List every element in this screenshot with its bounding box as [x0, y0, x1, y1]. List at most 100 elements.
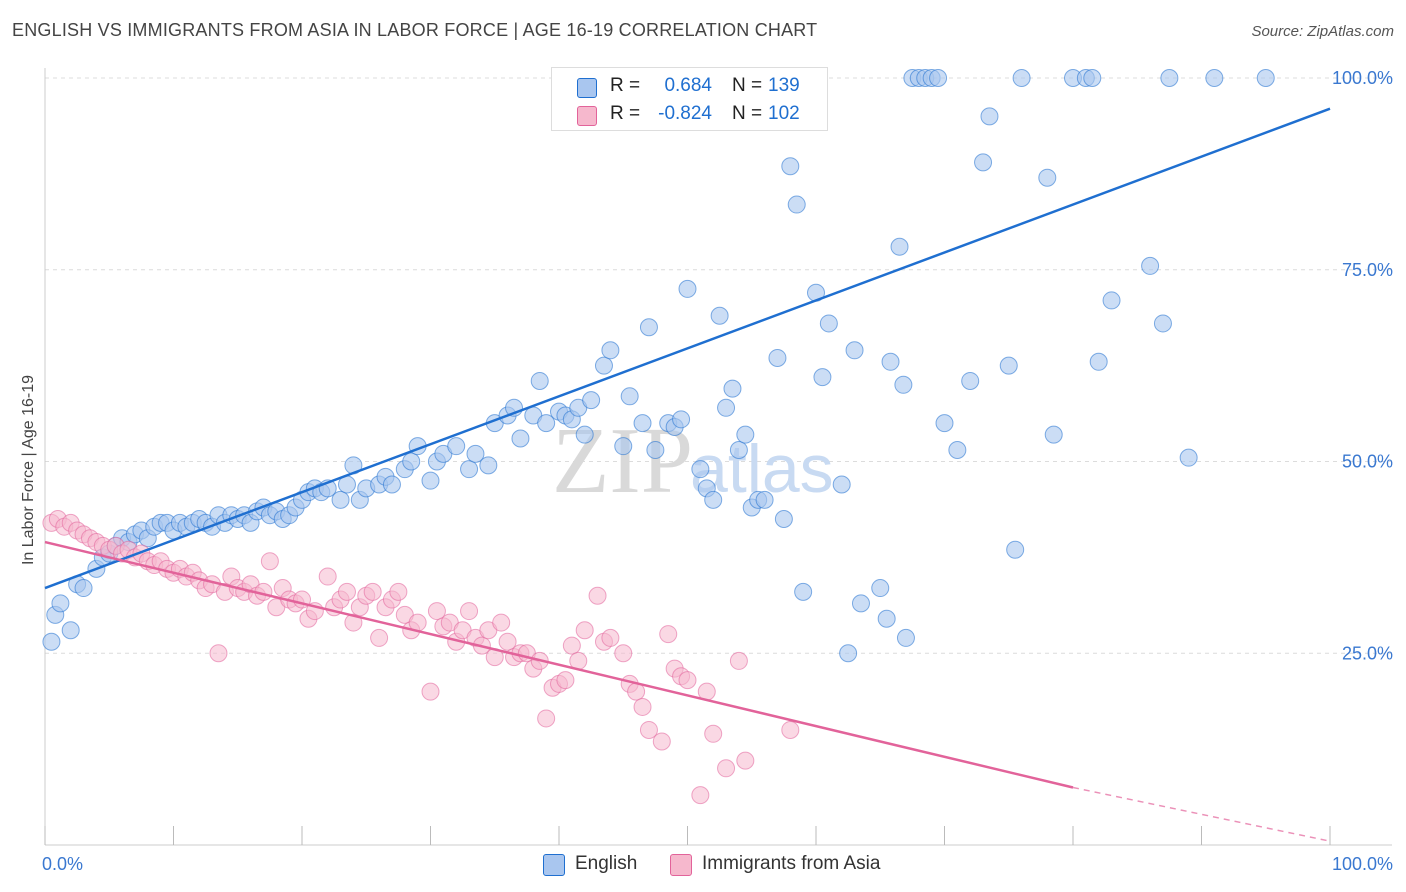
r-value: 0.684	[664, 75, 712, 96]
english-point	[851, 594, 870, 613]
n-value: 139	[768, 75, 800, 96]
axes	[44, 68, 1392, 846]
asia-point	[601, 628, 620, 647]
english-point	[935, 414, 954, 433]
english-point	[1160, 69, 1179, 87]
x-tick-labels: 0.0% 100.0%	[42, 854, 1393, 874]
n-label: N =	[732, 75, 763, 96]
english-point	[768, 348, 787, 367]
asia-swatch	[577, 106, 597, 126]
asia-point	[337, 582, 356, 601]
source-label: Source: ZipAtlas.com	[1251, 23, 1394, 40]
legend-asia-label: Immigrants from Asia	[702, 853, 881, 874]
asia-point	[318, 567, 337, 586]
asia-point	[389, 582, 408, 601]
y-tick-label: 100.0%	[1332, 68, 1393, 88]
legend-row-english: R = 0.684 N = 139	[552, 73, 827, 101]
english-point	[794, 582, 813, 601]
english-trend-line	[44, 107, 1331, 590]
english-point	[819, 314, 838, 333]
english-point	[890, 237, 909, 256]
asia-point	[659, 625, 678, 644]
english-point	[51, 594, 70, 613]
english-point	[1038, 168, 1057, 187]
asia-point	[556, 671, 575, 690]
asia-trend-line	[44, 540, 1074, 789]
english-point	[382, 475, 401, 494]
english-point	[678, 279, 697, 298]
english-point	[402, 452, 421, 471]
asia-point	[498, 632, 517, 651]
english-point	[331, 490, 350, 509]
asia-point	[781, 720, 800, 739]
english-point	[1006, 540, 1025, 559]
english-point	[537, 414, 556, 433]
english-point	[948, 440, 967, 459]
english-point	[1153, 314, 1172, 333]
english-point	[845, 341, 864, 360]
english-point	[594, 356, 613, 375]
english-point	[466, 444, 485, 463]
english-point	[877, 609, 896, 628]
n-label: N =	[732, 103, 763, 124]
asia-point	[492, 613, 511, 632]
asia-point	[260, 552, 279, 571]
asia-point	[736, 751, 755, 770]
english-point	[1205, 69, 1224, 87]
english-point	[839, 644, 858, 663]
english-point	[1044, 425, 1063, 444]
asia-point	[363, 582, 382, 601]
english-point	[1102, 291, 1121, 310]
asia-point	[427, 602, 446, 621]
asia-point	[209, 644, 228, 663]
asia-point	[729, 651, 748, 670]
english-point	[729, 440, 748, 459]
english-swatch	[543, 854, 565, 876]
asia-point	[652, 732, 671, 751]
english-point	[832, 475, 851, 494]
asia-point	[562, 636, 581, 655]
english-swatch	[577, 78, 597, 98]
asia-point	[633, 697, 652, 716]
trend-lines	[44, 107, 1331, 842]
english-point	[813, 368, 832, 387]
asia-point	[370, 628, 389, 647]
grid-lines	[45, 77, 1392, 654]
english-point	[710, 306, 729, 325]
asia-point	[614, 644, 633, 663]
y-tick-label: 75.0%	[1342, 260, 1393, 280]
english-point	[717, 398, 736, 417]
n-value: 102	[768, 103, 800, 124]
english-point	[774, 510, 793, 529]
english-point	[1179, 448, 1198, 467]
english-point	[614, 437, 633, 456]
r-label: R =	[610, 75, 641, 96]
english-point	[894, 375, 913, 394]
english-point	[639, 318, 658, 337]
english-point	[691, 460, 710, 479]
english-point	[530, 371, 549, 390]
x-tick-label: 100.0%	[1332, 854, 1393, 874]
english-point	[42, 632, 61, 651]
english-point	[672, 410, 691, 429]
asia-point	[575, 621, 594, 640]
english-point	[421, 471, 440, 490]
english-point	[633, 414, 652, 433]
x-tick-label: 0.0%	[42, 854, 83, 874]
english-point	[582, 391, 601, 410]
asia-point	[704, 724, 723, 743]
english-point	[723, 379, 742, 398]
y-axis-label: In Labor Force | Age 16-19	[20, 375, 37, 565]
english-point	[1012, 69, 1031, 87]
english-point	[511, 429, 530, 448]
y-tick-label: 25.0%	[1342, 643, 1393, 663]
series-legend: English Immigrants from Asia	[0, 852, 1406, 876]
asia-point	[639, 720, 658, 739]
asia-point	[344, 613, 363, 632]
english-point	[929, 69, 948, 87]
english-point	[999, 356, 1018, 375]
english-point	[1089, 352, 1108, 371]
r-value: -0.824	[658, 103, 712, 124]
watermark: ZIP atlas	[552, 409, 834, 513]
